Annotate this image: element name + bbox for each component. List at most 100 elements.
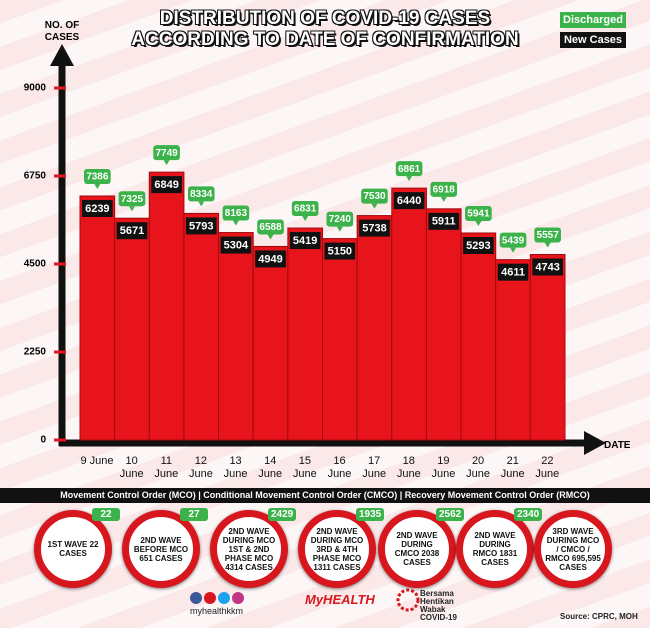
wave-badge: 2429	[268, 508, 297, 521]
discharged-label: 7749	[155, 148, 178, 159]
wave-text: 2ND WAVE DURING MCO 1ST & 2ND PHASE MCO …	[222, 526, 276, 572]
social-handle: myhealthkkm	[190, 606, 244, 616]
value-label: 5911	[432, 216, 456, 228]
bar	[148, 171, 185, 441]
x-tick-label: 14 June	[258, 455, 283, 480]
value-label-box	[255, 250, 286, 268]
wave-circle: 2ND WAVE DURING CMCO 2038 CASES	[378, 510, 456, 588]
bar	[495, 259, 531, 441]
wave-badge: 1935	[356, 508, 385, 521]
wave-circle: 1ST WAVE 22 CASES	[34, 510, 112, 588]
bar	[252, 245, 289, 441]
wave-circle: 3RD WAVE DURING MCO / CMCO / RMCO 695,59…	[534, 510, 612, 588]
bar	[425, 208, 462, 441]
discharged-label-pointer	[198, 201, 205, 207]
discharged-label: 6918	[433, 184, 456, 195]
discharged-label-pointer	[267, 234, 274, 240]
bar	[114, 217, 150, 441]
wave-text: 2ND WAVE DURING MCO 3RD & 4TH PHASE MCO …	[310, 526, 364, 572]
discharged-label-box	[361, 188, 388, 204]
banner: Movement Control Order (MCO) | Condition…	[0, 488, 650, 503]
discharged-label-pointer	[94, 183, 101, 189]
discharged-label-box	[84, 168, 111, 184]
source: Source: CPRC, MOH	[560, 612, 638, 621]
wave-circle: 2ND WAVE DURING MCO 1ST & 2ND PHASE MCO …	[210, 510, 288, 588]
wave-text: 2ND WAVE BEFORE MCO 651 CASES	[133, 535, 189, 563]
wave-text: 3RD WAVE DURING MCO / CMCO / RMCO 695,59…	[545, 526, 601, 572]
x-tick-label: 13 June	[223, 455, 248, 480]
x-tick-label: 19 June	[431, 455, 456, 480]
social-icon	[204, 592, 216, 604]
bar	[183, 212, 220, 441]
discharged-label: 5439	[502, 235, 525, 246]
value-label-box	[220, 236, 252, 254]
discharged-label-box	[291, 201, 319, 217]
discharged-label-pointer	[128, 206, 135, 212]
value-label: 5304	[224, 239, 249, 251]
campaign: Bersama Hentikan Wabak COVID-19	[420, 589, 457, 622]
legend-entry: New Cases	[560, 32, 626, 48]
discharged-label: 7530	[363, 191, 386, 202]
value-label: 5738	[362, 222, 386, 234]
value-label-box	[116, 222, 148, 240]
x-tick-label: 15 June	[292, 455, 317, 480]
discharged-label-box	[430, 181, 458, 197]
campaign-icon	[396, 588, 420, 612]
discharged-label: 7386	[86, 172, 109, 183]
wave-badge: 2562	[436, 508, 465, 521]
value-label: 6849	[154, 179, 178, 191]
y-tick-label: 9000	[24, 83, 47, 94]
wave-text: 1ST WAVE 22 CASES	[47, 540, 99, 558]
wave-badge: 27	[180, 508, 208, 521]
discharged-label: 8163	[225, 208, 248, 219]
bar	[218, 232, 254, 441]
wave-circle: 2ND WAVE DURING MCO 3RD & 4TH PHASE MCO …	[298, 510, 376, 588]
x-axis-arrow	[584, 431, 606, 455]
value-label: 5671	[120, 225, 144, 237]
discharged-label-pointer	[510, 247, 517, 253]
discharged-label: 6588	[259, 222, 282, 233]
discharged-label-box	[326, 211, 354, 227]
x-tick-label: 17 June	[362, 455, 387, 480]
value-label-box	[497, 263, 529, 281]
x-tick-label: 11 June	[154, 455, 179, 480]
value-label-box	[393, 192, 425, 210]
value-label-box	[428, 212, 460, 230]
discharged-label-box	[118, 191, 146, 207]
discharged-label-pointer	[302, 216, 309, 222]
x-tick-label: 22 June	[535, 455, 560, 480]
discharged-label-pointer	[440, 196, 447, 202]
y-axis-arrow	[50, 44, 74, 66]
wave-circle: 2ND WAVE DURING RMCO 1831 CASES	[456, 510, 534, 588]
x-tick-label: 10 June	[119, 455, 144, 480]
discharged-label-pointer	[406, 176, 413, 182]
value-label-box	[151, 176, 182, 194]
value-label-box	[324, 242, 356, 260]
value-label: 4611	[501, 267, 525, 279]
bar	[356, 215, 393, 441]
discharged-label-box	[187, 186, 215, 202]
discharged-label-box	[153, 145, 180, 161]
discharged-label-pointer	[336, 226, 343, 232]
brand: MyHEALTH	[305, 592, 375, 607]
wave-circle: 2ND WAVE BEFORE MCO 651 CASES	[122, 510, 200, 588]
x-tick-label: 18 June	[396, 455, 421, 480]
discharged-label-pointer	[163, 160, 170, 166]
bar	[391, 187, 427, 441]
discharged-label-box	[395, 161, 423, 177]
value-label: 6239	[85, 203, 109, 215]
x-tick-label: 12 June	[188, 455, 213, 480]
bar	[460, 232, 497, 441]
discharged-label-pointer	[371, 203, 378, 209]
discharged-label-pointer	[475, 220, 482, 226]
x-tick-label: 16 June	[327, 455, 352, 480]
discharged-label: 6861	[398, 164, 421, 175]
y-tick-label: 4500	[24, 259, 47, 270]
bar	[287, 227, 324, 441]
wave-badge: 2340	[514, 508, 543, 521]
wave-text: 2ND WAVE DURING RMCO 1831 CASES	[472, 531, 518, 567]
y-tick-label: 6750	[24, 171, 47, 182]
title-line: ACCORDING TO DATE OF CONFIRMATION	[131, 29, 519, 50]
wave-text: 2ND WAVE DURING CMCO 2038 CASES	[394, 531, 440, 567]
